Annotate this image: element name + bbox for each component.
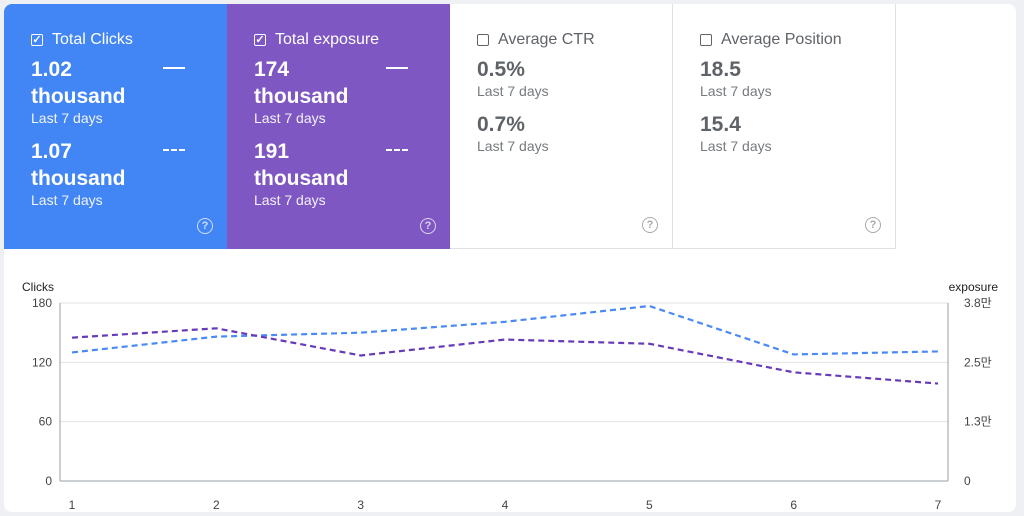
metric-value: 0.7% [477,113,525,136]
metric-cards: ✓ Total Clicks 1.02 thousand Last 7 days… [4,4,896,249]
card-header[interactable]: ✓ Total exposure [254,30,434,50]
metric-value: 15.4 [700,113,741,136]
help-circle-icon[interactable]: ? [197,218,213,234]
dashed-line-legend-icon [386,149,408,151]
metric-value: 18.5 [700,58,741,81]
y-tick-label-left: 0 [45,474,52,488]
card-total-exposure[interactable]: ✓ Total exposure 174 thousand Last 7 day… [227,4,450,249]
dashed-line-legend-icon [163,149,185,151]
card-label: Average Position [721,31,842,48]
y-tick-label-left: 180 [32,296,52,310]
x-tick-label: 5 [646,498,653,512]
x-tick-label: 6 [790,498,797,512]
metric-value: 191 thousand [254,140,349,190]
metric-value: 0.5% [477,58,525,81]
metric-period: Last 7 days [31,192,103,208]
metric-value: 174 thousand [254,58,349,108]
metric-value: 1.07 thousand [31,140,126,190]
y-tick-label-left: 120 [32,355,52,369]
y-tick-label-right: 1.3만 [964,415,992,429]
series-line-2 [71,327,939,385]
card-label: Average CTR [498,31,595,48]
metric-period: Last 7 days [254,110,326,126]
solid-line-legend-icon [386,67,408,69]
x-tick-label: 7 [935,498,942,512]
card-average-ctr[interactable]: Average CTR 0.5% Last 7 days 0.7% Last 7… [450,4,673,249]
checkbox-unchecked-icon[interactable] [700,34,712,46]
card-header[interactable]: ✓ Total Clicks [31,30,211,50]
metric-period: Last 7 days [477,138,549,154]
card-header[interactable]: Average Position [700,30,879,50]
y-tick-label-right: 0 [964,474,971,488]
y-tick-label-right: 3.8만 [964,296,992,310]
help-circle-icon[interactable]: ? [865,217,881,233]
x-tick-label: 2 [213,498,220,512]
checkbox-checked-icon[interactable]: ✓ [254,33,266,46]
y-tick-label-right: 2.5만 [964,355,992,369]
help-circle-icon[interactable]: ? [642,217,658,233]
metric-previous: 191 thousand Last 7 days [254,138,434,208]
metric-previous: 0.7% Last 7 days [477,111,656,154]
x-tick-label: 4 [502,498,509,512]
checkbox-checked-icon[interactable]: ✓ [31,33,43,46]
metric-current: 1.02 thousand Last 7 days [31,56,211,126]
performance-panel: ✓ Total Clicks 1.02 thousand Last 7 days… [4,4,1016,512]
card-average-position[interactable]: Average Position 18.5 Last 7 days 15.4 L… [673,4,896,249]
y-axis-title-left: Clicks [22,280,54,294]
y-axis-title-right: exposure [949,280,999,294]
chart-svg[interactable]: 0 0 60 1.3만 120 2.5만 180 3.8만 Clicks exposure 1 2 3 4… [4,249,1016,512]
metric-value: 1.02 thousand [31,58,126,108]
help-circle-icon[interactable]: ? [420,218,436,234]
performance-chart[interactable]: 0 0 60 1.3만 120 2.5만 180 3.8만 Clicks exposure 1 2 3 4… [4,249,1016,512]
solid-line-legend-icon [163,67,185,69]
metric-current: 18.5 Last 7 days [700,56,879,99]
metric-period: Last 7 days [477,83,549,99]
metric-period: Last 7 days [254,192,326,208]
metric-previous: 1.07 thousand Last 7 days [31,138,211,208]
metric-previous: 15.4 Last 7 days [700,111,879,154]
x-tick-label: 3 [357,498,364,512]
metric-current: 0.5% Last 7 days [477,56,656,99]
metric-period: Last 7 days [700,138,772,154]
metric-current: 174 thousand Last 7 days [254,56,434,126]
checkbox-unchecked-icon[interactable] [477,34,489,46]
metric-period: Last 7 days [31,110,103,126]
card-total-clicks[interactable]: ✓ Total Clicks 1.02 thousand Last 7 days… [4,4,227,249]
series-line-1 [71,304,939,356]
metric-period: Last 7 days [700,83,772,99]
x-tick-label: 1 [69,498,76,512]
card-header[interactable]: Average CTR [477,30,656,50]
card-label: Total exposure [275,31,380,48]
card-label: Total Clicks [52,31,133,48]
y-tick-label-left: 60 [39,415,53,429]
